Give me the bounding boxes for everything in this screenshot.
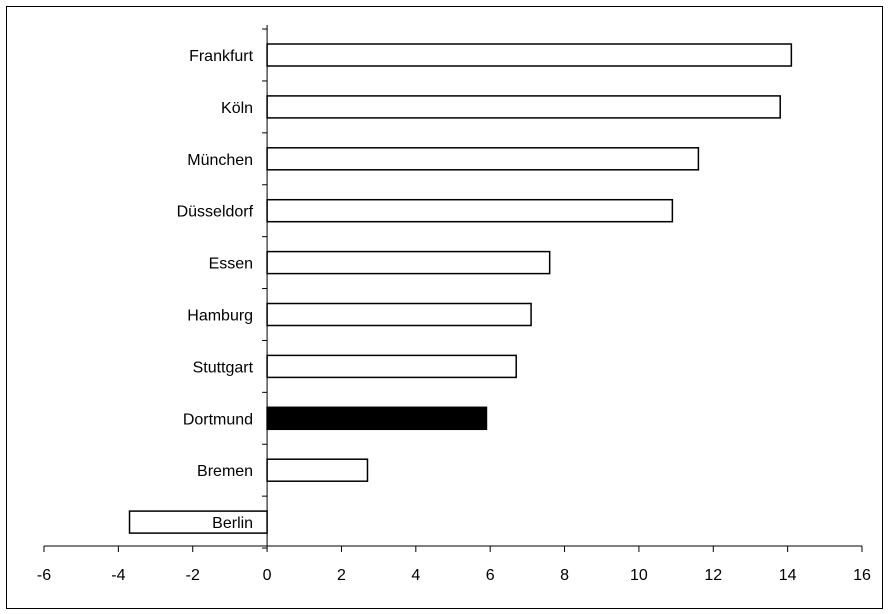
bar-münchen [266, 147, 700, 171]
category-label: München [187, 152, 253, 169]
category-label: Düsseldorf [177, 204, 254, 221]
x-tick-label: 12 [704, 567, 722, 584]
category-label: Bremen [197, 463, 253, 480]
x-tick-label: 8 [560, 567, 569, 584]
x-tick-label: 2 [337, 567, 346, 584]
x-tick-label: 6 [486, 567, 495, 584]
category-labels-group: Frankfurt Köln München Düsseldorf Essen Hambu… [177, 48, 254, 532]
category-label: Essen [209, 256, 253, 273]
bar-köln [266, 95, 781, 119]
bar-stuttgart [266, 354, 517, 379]
x-tick-labels-group: -6 -4 -2 0 2 4 6 8 10 12 14 16 [37, 567, 871, 584]
x-tick-label: 4 [411, 567, 420, 584]
axes-group [43, 25, 863, 552]
x-tick-label: -4 [111, 567, 125, 584]
category-label: Köln [221, 100, 253, 117]
x-tick-label: -6 [37, 567, 51, 584]
x-tick-label: 14 [779, 567, 797, 584]
bar-dortmund [266, 406, 488, 431]
category-label: Frankfurt [189, 48, 254, 65]
bar-frankfurt [266, 43, 793, 67]
category-label: Dortmund [183, 411, 253, 428]
bar-essen [266, 250, 551, 275]
x-tick-label: 10 [630, 567, 648, 584]
bar-bremen [266, 458, 369, 482]
category-label: Berlin [212, 515, 253, 532]
category-label: Hamburg [187, 308, 253, 325]
bar-hamburg [266, 302, 532, 327]
bars-group [128, 43, 793, 534]
bar-düsseldorf [266, 198, 674, 223]
category-label: Stuttgart [193, 359, 254, 376]
x-tick-label: -2 [186, 567, 200, 584]
x-tick-label: 0 [263, 567, 272, 584]
x-tick-label: 16 [853, 567, 871, 584]
